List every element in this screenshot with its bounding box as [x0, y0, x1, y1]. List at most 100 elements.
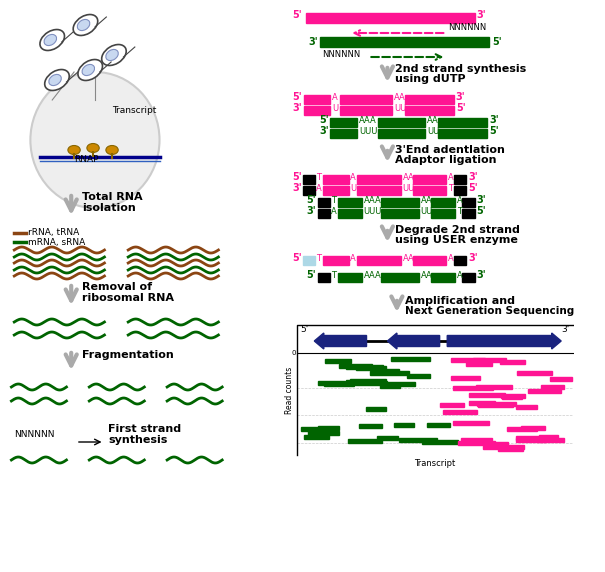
Bar	[378, 129, 425, 138]
Text: UU: UU	[394, 104, 407, 113]
Text: 5': 5'	[489, 126, 499, 136]
Bar	[431, 198, 455, 207]
Text: AAA: AAA	[359, 116, 377, 125]
Text: T: T	[316, 173, 321, 182]
Bar	[306, 13, 475, 23]
Bar	[385, 383, 415, 387]
Text: A: A	[350, 254, 356, 263]
Text: Total RNA: Total RNA	[82, 192, 142, 202]
Bar	[521, 426, 545, 430]
Text: U: U	[332, 104, 338, 113]
Bar	[323, 256, 350, 265]
Ellipse shape	[45, 70, 69, 90]
Bar	[393, 423, 414, 427]
Text: AA: AA	[402, 173, 414, 182]
FancyArrow shape	[387, 333, 440, 349]
Bar	[377, 436, 397, 440]
Bar	[303, 186, 315, 195]
Bar	[466, 362, 492, 366]
Bar	[462, 198, 475, 207]
Bar	[340, 106, 392, 115]
Bar	[468, 393, 505, 397]
Ellipse shape	[40, 30, 65, 50]
Text: AA: AA	[427, 116, 439, 125]
Text: UU: UU	[402, 184, 415, 193]
Bar	[413, 186, 446, 195]
Bar	[391, 357, 430, 361]
Bar	[461, 438, 492, 442]
Text: 0: 0	[292, 350, 296, 356]
Text: using USER enzyme: using USER enzyme	[395, 235, 518, 245]
Bar	[304, 435, 329, 439]
Bar	[318, 273, 330, 282]
Bar	[304, 106, 330, 115]
Bar	[359, 424, 382, 428]
Text: A: A	[457, 271, 462, 280]
Text: T: T	[316, 254, 321, 263]
Text: U: U	[350, 184, 356, 193]
Text: Adaptor ligation: Adaptor ligation	[395, 155, 497, 165]
Bar	[501, 394, 525, 398]
Ellipse shape	[102, 45, 126, 65]
Text: A: A	[332, 207, 337, 216]
Bar	[405, 106, 454, 115]
Bar	[473, 359, 506, 363]
Bar	[443, 410, 477, 414]
Text: Degrade 2nd strand: Degrade 2nd strand	[395, 225, 520, 235]
Text: A: A	[316, 184, 322, 193]
Bar	[330, 129, 357, 138]
Bar	[323, 175, 350, 184]
Bar	[431, 209, 455, 218]
Text: UU: UU	[420, 207, 433, 216]
Ellipse shape	[82, 65, 94, 76]
Text: 3': 3'	[468, 253, 478, 263]
Ellipse shape	[87, 144, 99, 153]
Text: AA: AA	[394, 93, 406, 102]
Bar	[462, 209, 475, 218]
Text: 3': 3'	[319, 126, 329, 136]
Bar	[357, 186, 401, 195]
Text: 5': 5'	[477, 206, 486, 216]
Text: AA: AA	[420, 271, 433, 280]
Bar	[550, 378, 572, 382]
Bar	[346, 380, 376, 384]
Text: rRNA, tRNA: rRNA, tRNA	[28, 228, 79, 237]
Bar	[378, 370, 398, 374]
Ellipse shape	[78, 59, 102, 81]
Text: 3': 3'	[561, 324, 569, 333]
Bar	[323, 186, 350, 195]
Bar	[538, 435, 558, 439]
Text: First strand: First strand	[108, 424, 182, 434]
Text: NNNNNN: NNNNNN	[448, 23, 486, 32]
Ellipse shape	[106, 145, 118, 154]
Text: A: A	[448, 173, 454, 182]
Text: T: T	[457, 207, 462, 216]
Bar	[318, 426, 339, 430]
Bar	[413, 256, 446, 265]
Bar	[541, 385, 564, 389]
Text: 3': 3'	[456, 92, 465, 102]
Text: 5': 5'	[456, 103, 465, 113]
Bar	[454, 175, 466, 184]
Text: mRNA, sRNA: mRNA, sRNA	[28, 237, 85, 247]
Bar	[370, 371, 410, 375]
Ellipse shape	[68, 145, 80, 154]
Bar	[350, 379, 386, 383]
Text: AA: AA	[420, 196, 433, 205]
Bar	[500, 360, 525, 364]
Bar	[427, 423, 450, 427]
Text: AA: AA	[402, 254, 414, 263]
Bar	[346, 365, 383, 369]
Bar	[366, 407, 386, 411]
Text: synthesis: synthesis	[108, 435, 168, 445]
Text: 3': 3'	[307, 206, 316, 216]
Bar	[318, 198, 330, 207]
Bar	[431, 273, 455, 282]
Ellipse shape	[106, 49, 118, 61]
Text: 5': 5'	[319, 115, 329, 125]
Bar	[357, 175, 401, 184]
Text: T: T	[332, 196, 336, 205]
Bar	[477, 403, 512, 407]
FancyArrow shape	[315, 333, 367, 349]
Ellipse shape	[44, 34, 56, 46]
